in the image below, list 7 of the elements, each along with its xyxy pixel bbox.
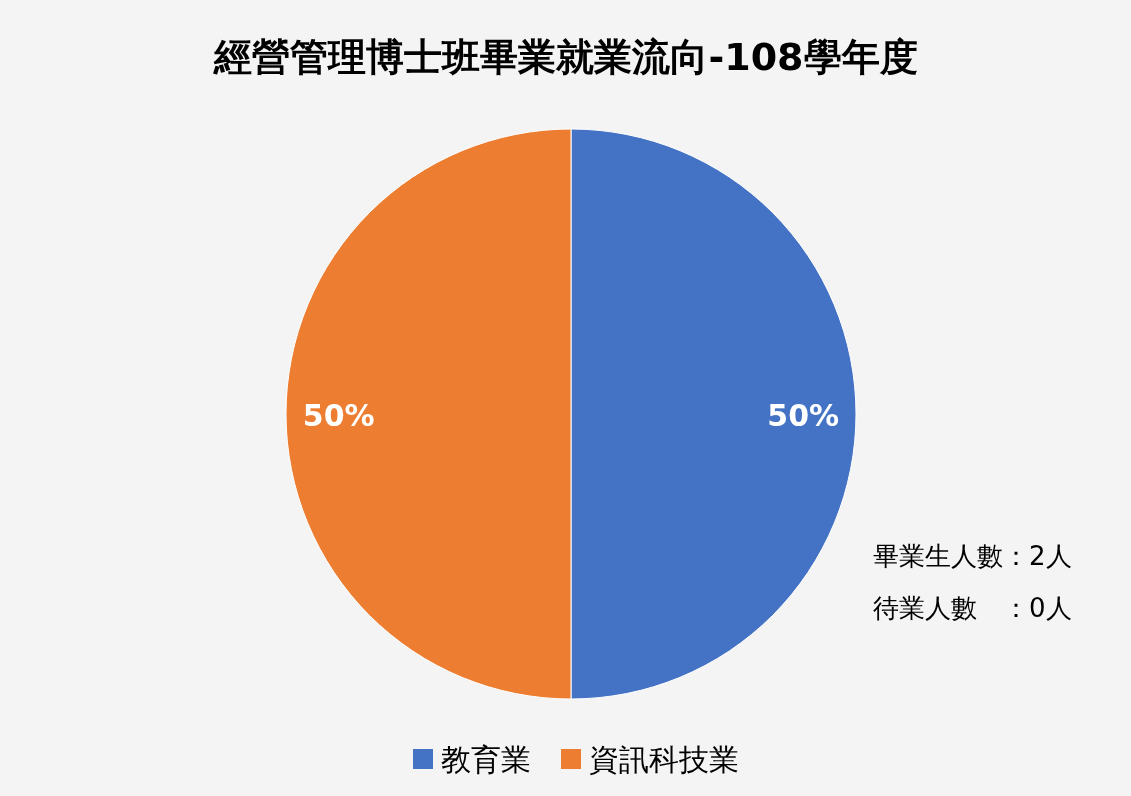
legend-label: 資訊科技業 [589,742,739,777]
chart-title: 經營管理博士班畢業就業流向-108學年度 [213,35,918,79]
text: 畢業生人數：2人 [873,541,1072,571]
data-label: 50% [767,398,840,433]
legend-label: 教育業 [441,742,531,777]
text: 待業人數 ：0人 [873,593,1072,623]
data-label: 50% [302,398,375,433]
